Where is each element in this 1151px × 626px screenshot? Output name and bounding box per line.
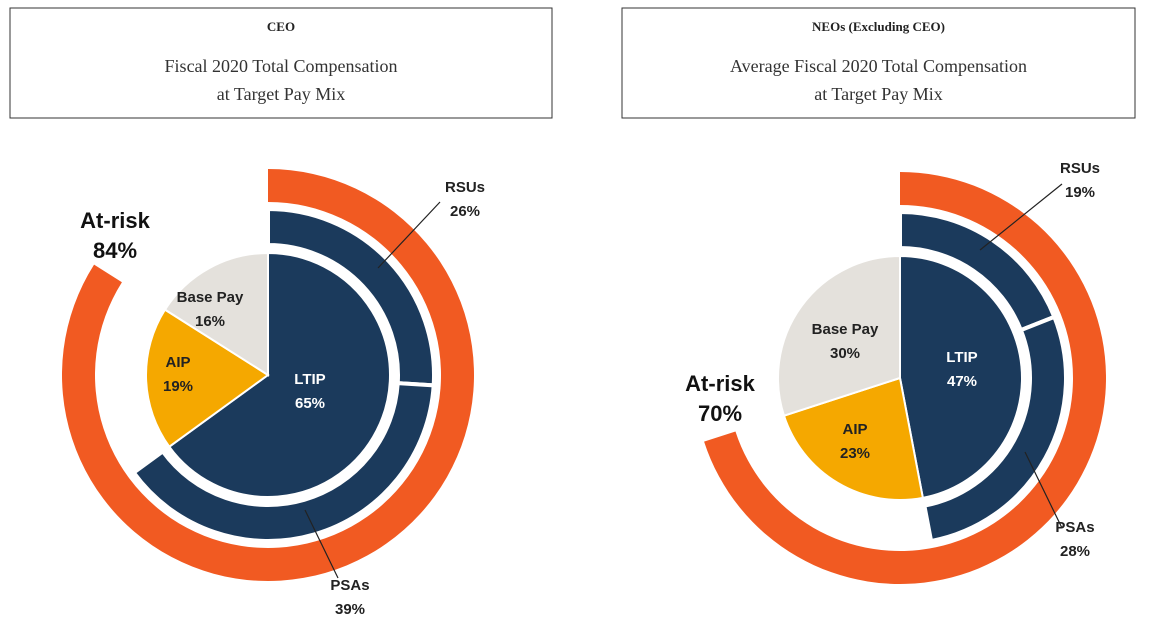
pie-slice	[777, 254, 901, 417]
pie-slice	[782, 376, 925, 501]
label-value: 30%	[830, 345, 860, 362]
pie-slice	[167, 251, 391, 498]
label-name: Base Pay	[812, 321, 879, 338]
pie-slice	[163, 251, 269, 377]
label-name: AIP	[165, 354, 190, 371]
label-value: 26%	[450, 203, 480, 220]
header-title: NEOs (Excluding CEO)	[812, 19, 945, 34]
header-subtitle: Average Fiscal 2020 Total Compensation	[730, 56, 1027, 76]
ring-segment	[130, 381, 436, 543]
header-title: CEO	[267, 19, 295, 34]
risk-name: At-risk	[685, 371, 755, 396]
label-name: PSAs	[1055, 519, 1094, 536]
label-name: Base Pay	[177, 289, 244, 306]
header-box	[9, 7, 553, 119]
header-subtitle: Fiscal 2020 Total Compensation	[165, 56, 398, 76]
leader-line	[1024, 451, 1063, 529]
label-name: AIP	[842, 421, 867, 438]
label-value: 65%	[295, 395, 325, 412]
header-subtitle: at Target Pay Mix	[814, 84, 943, 104]
header-subtitle: at Target Pay Mix	[217, 84, 346, 104]
label-name: PSAs	[330, 577, 369, 594]
label-name: LTIP	[946, 349, 977, 366]
pie-slice	[899, 254, 1023, 500]
label-value: 28%	[1060, 543, 1090, 560]
label-value: 19%	[163, 378, 193, 395]
pie-slice	[145, 308, 270, 449]
risk-value: 84%	[93, 238, 137, 263]
risk-value: 70%	[698, 401, 742, 426]
label-value: 47%	[947, 373, 977, 390]
label-name: LTIP	[294, 371, 325, 388]
risk-name: At-risk	[80, 208, 150, 233]
ring-segment	[922, 314, 1068, 544]
leader-line	[377, 201, 441, 269]
label-name: RSUs	[445, 179, 485, 196]
leader-line	[979, 183, 1063, 251]
label-value: 16%	[195, 313, 225, 330]
leader-line	[304, 509, 339, 579]
label-value: 19%	[1065, 184, 1095, 201]
header-box	[621, 7, 1136, 119]
label-value: 23%	[840, 445, 870, 462]
label-name: RSUs	[1060, 160, 1100, 177]
label-value: 39%	[335, 601, 365, 618]
